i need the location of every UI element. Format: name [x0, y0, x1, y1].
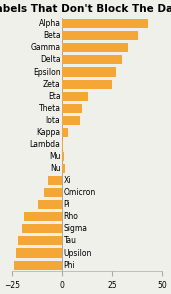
Bar — [62, 104, 82, 113]
Text: Pi: Pi — [64, 200, 70, 209]
Bar — [14, 260, 62, 270]
Bar — [16, 248, 62, 258]
Text: Rho: Rho — [64, 212, 78, 221]
Text: Epsilon: Epsilon — [33, 68, 61, 76]
Text: Lambda: Lambda — [30, 140, 61, 149]
Bar — [62, 68, 116, 76]
Bar — [62, 128, 68, 137]
Text: Tau: Tau — [64, 236, 77, 245]
Text: Omicron: Omicron — [64, 188, 96, 197]
Title: Labels That Don't Block The Data: Labels That Don't Block The Data — [0, 4, 171, 14]
Text: Gamma: Gamma — [30, 44, 61, 52]
Bar — [44, 188, 62, 197]
Text: Delta: Delta — [40, 56, 61, 64]
Text: Sigma: Sigma — [64, 224, 88, 233]
Text: Iota: Iota — [46, 116, 61, 125]
Bar — [22, 224, 62, 233]
Text: Mu: Mu — [49, 152, 61, 161]
Bar — [24, 212, 62, 221]
Text: Phi: Phi — [64, 260, 75, 270]
Bar — [62, 19, 148, 28]
Bar — [62, 56, 122, 64]
Text: Upsilon: Upsilon — [64, 248, 92, 258]
Text: Nu: Nu — [50, 164, 61, 173]
Bar — [62, 140, 63, 149]
Bar — [38, 200, 62, 209]
Bar — [18, 236, 62, 245]
Bar — [62, 80, 112, 88]
Bar — [62, 164, 65, 173]
Bar — [62, 116, 80, 125]
Bar — [62, 43, 128, 52]
Text: Theta: Theta — [38, 104, 61, 113]
Bar — [62, 31, 138, 40]
Text: Xi: Xi — [64, 176, 71, 185]
Bar — [48, 176, 62, 185]
Text: Alpha: Alpha — [38, 19, 61, 28]
Text: Beta: Beta — [43, 31, 61, 40]
Text: Kappa: Kappa — [36, 128, 61, 137]
Bar — [62, 152, 64, 161]
Text: Eta: Eta — [48, 92, 61, 101]
Text: Zeta: Zeta — [43, 80, 61, 88]
Bar — [62, 92, 88, 101]
